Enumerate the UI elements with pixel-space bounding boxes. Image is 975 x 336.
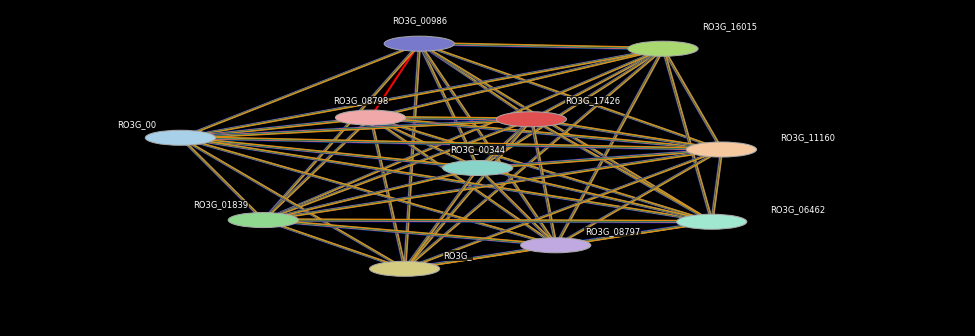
Ellipse shape xyxy=(677,214,747,229)
Text: RO3G_01839: RO3G_01839 xyxy=(193,201,249,209)
Ellipse shape xyxy=(228,213,298,227)
Ellipse shape xyxy=(521,238,591,253)
Text: RO3G_08798: RO3G_08798 xyxy=(333,96,388,105)
Ellipse shape xyxy=(145,130,215,145)
Text: RO3G_17426: RO3G_17426 xyxy=(566,96,621,105)
Ellipse shape xyxy=(443,161,513,175)
Text: RO3G_00344: RO3G_00344 xyxy=(450,145,505,154)
Ellipse shape xyxy=(496,112,566,127)
Ellipse shape xyxy=(628,41,698,56)
Ellipse shape xyxy=(686,142,757,157)
Ellipse shape xyxy=(335,110,406,125)
Ellipse shape xyxy=(384,36,454,51)
Text: RO3G_08797: RO3G_08797 xyxy=(585,227,641,236)
Text: RO3G_: RO3G_ xyxy=(444,251,472,260)
Ellipse shape xyxy=(370,261,440,276)
Text: RO3G_00: RO3G_00 xyxy=(117,120,156,129)
Text: RO3G_16015: RO3G_16015 xyxy=(702,23,757,31)
Text: RO3G_11160: RO3G_11160 xyxy=(780,133,835,142)
Text: RO3G_06462: RO3G_06462 xyxy=(770,206,826,214)
Text: RO3G_00986: RO3G_00986 xyxy=(392,16,447,25)
